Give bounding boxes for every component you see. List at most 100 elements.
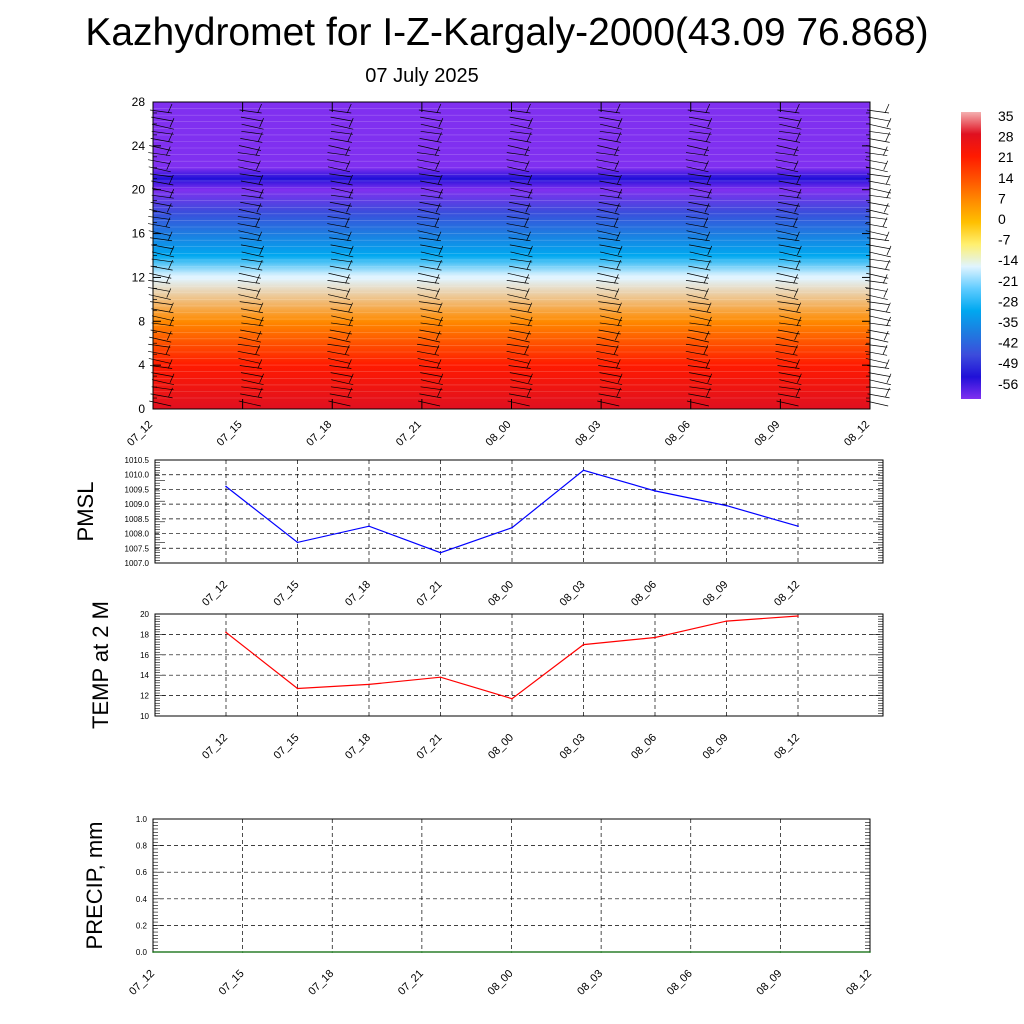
- wind-barb: [596, 166, 619, 173]
- x-tick-label: 08_06: [629, 732, 659, 762]
- wind-barb: [148, 216, 171, 220]
- wind-barb: [417, 230, 440, 236]
- y-tick-label: 16: [140, 651, 149, 660]
- x-tick-label: 08_09: [754, 968, 784, 998]
- x-tick-label: 07_21: [396, 968, 426, 998]
- wind-barb-flag: [617, 189, 623, 199]
- wind-barb-flag: [434, 217, 440, 227]
- wind-barb: [419, 265, 442, 271]
- y-tick-label: 1007.5: [125, 544, 150, 553]
- wind-barb: [151, 130, 174, 135]
- wind-barb-flag: [796, 189, 802, 199]
- wind-barb: [689, 244, 712, 250]
- wind-barb: [778, 372, 801, 377]
- colorbar-scale: [961, 112, 981, 399]
- wind-barb: [775, 350, 798, 356]
- panel-frame: [154, 459, 884, 564]
- x-tick-label: 08_09: [701, 732, 731, 762]
- wind-barb: [689, 386, 712, 391]
- y-axis-label: TEMP at 2 M: [88, 601, 113, 729]
- colorbar-label: -42: [998, 335, 1018, 351]
- wind-barb: [689, 187, 712, 194]
- wind-barb: [598, 329, 621, 335]
- wind-barb: [776, 336, 799, 343]
- wind-barb: [507, 209, 530, 215]
- wind-barb: [241, 379, 264, 386]
- wind-barb-flag: [435, 330, 441, 341]
- x-tick-label: 08_06: [663, 419, 693, 449]
- wind-barb: [868, 180, 891, 186]
- wind-barb: [775, 223, 798, 228]
- wind-barb-flag: [703, 274, 709, 284]
- wind-barb: [777, 201, 801, 207]
- wind-barb-flag: [437, 260, 442, 270]
- wind-barb-flag: [257, 359, 263, 369]
- wind-barb: [686, 336, 710, 343]
- wind-barb-flag: [704, 203, 710, 213]
- wind-barb: [331, 123, 354, 130]
- wind-barb-flag: [796, 302, 802, 312]
- wind-barb-flag: [886, 373, 892, 383]
- wind-barb: [688, 393, 711, 399]
- wind-barb: [151, 244, 174, 250]
- wind-barb-flag: [615, 330, 620, 341]
- wind-barb: [600, 123, 623, 130]
- wind-barb-flag: [705, 231, 711, 241]
- wind-barb-flag: [883, 330, 889, 341]
- cross-section-panel: 0 4 8 12 16 20 24 28 07_12 07_15 07_18 07_21 08_00 08…: [125, 95, 892, 449]
- wind-barb: [418, 301, 442, 305]
- wind-barb: [778, 116, 801, 122]
- wind-barb: [420, 372, 443, 377]
- wind-barb-flag: [435, 203, 441, 213]
- wind-barb: [330, 180, 353, 186]
- wind-barb-flag: [257, 260, 263, 270]
- wind-barb-flag: [616, 387, 621, 398]
- wind-barb-flag: [883, 288, 889, 298]
- wind-barb-flag: [348, 245, 354, 256]
- wind-barb: [597, 336, 620, 343]
- wind-barb: [598, 201, 621, 207]
- wind-barb: [240, 329, 263, 335]
- y-tick-label: 8: [138, 314, 145, 328]
- pmsl-panel: 1007.0 1007.5 1008.0 1008.5 1009.0 1009.5 1010…: [73, 456, 884, 609]
- wind-barb: [686, 294, 709, 300]
- colorbar-label: -7: [998, 232, 1011, 248]
- wind-barb: [418, 272, 441, 279]
- data-point: [241, 951, 244, 953]
- wind-barb: [329, 173, 352, 178]
- data-point: [725, 620, 728, 622]
- wind-barb-flag: [793, 274, 798, 284]
- wind-barb: [240, 244, 264, 250]
- wind-barb-flag: [346, 103, 352, 114]
- wind-barb: [150, 393, 173, 399]
- wind-barb-flag: [526, 103, 531, 114]
- wind-barb: [327, 287, 350, 292]
- wind-barb: [868, 130, 891, 135]
- wind-barb: [147, 159, 171, 165]
- wind-barb: [238, 294, 261, 300]
- y-tick-label: 28: [132, 95, 146, 109]
- wind-barb-flag: [166, 288, 172, 298]
- x-tick-label: 07_15: [217, 968, 247, 998]
- x-tick-label: 08_00: [486, 579, 516, 609]
- wind-barb: [598, 138, 621, 143]
- wind-barb: [509, 116, 532, 122]
- wind-barb: [330, 116, 353, 122]
- wind-barb: [507, 272, 530, 279]
- wind-barb-flag: [346, 330, 351, 341]
- x-tick-label: 07_15: [272, 732, 302, 762]
- panel-frame: [154, 613, 884, 717]
- wind-barb-flag: [524, 217, 529, 227]
- wind-barb-flag: [525, 203, 531, 213]
- wind-barb-flag: [615, 359, 621, 369]
- wind-barb: [148, 166, 171, 173]
- wind-barb-flag: [613, 217, 619, 227]
- wind-barb: [327, 159, 350, 165]
- wind-barb-flag: [259, 189, 264, 199]
- wind-barb: [687, 173, 710, 178]
- wind-barb-flag: [615, 103, 621, 114]
- wind-barb: [778, 386, 802, 391]
- wind-barb: [689, 308, 712, 314]
- wind-barb: [420, 251, 443, 258]
- wind-barb-flag: [795, 359, 800, 369]
